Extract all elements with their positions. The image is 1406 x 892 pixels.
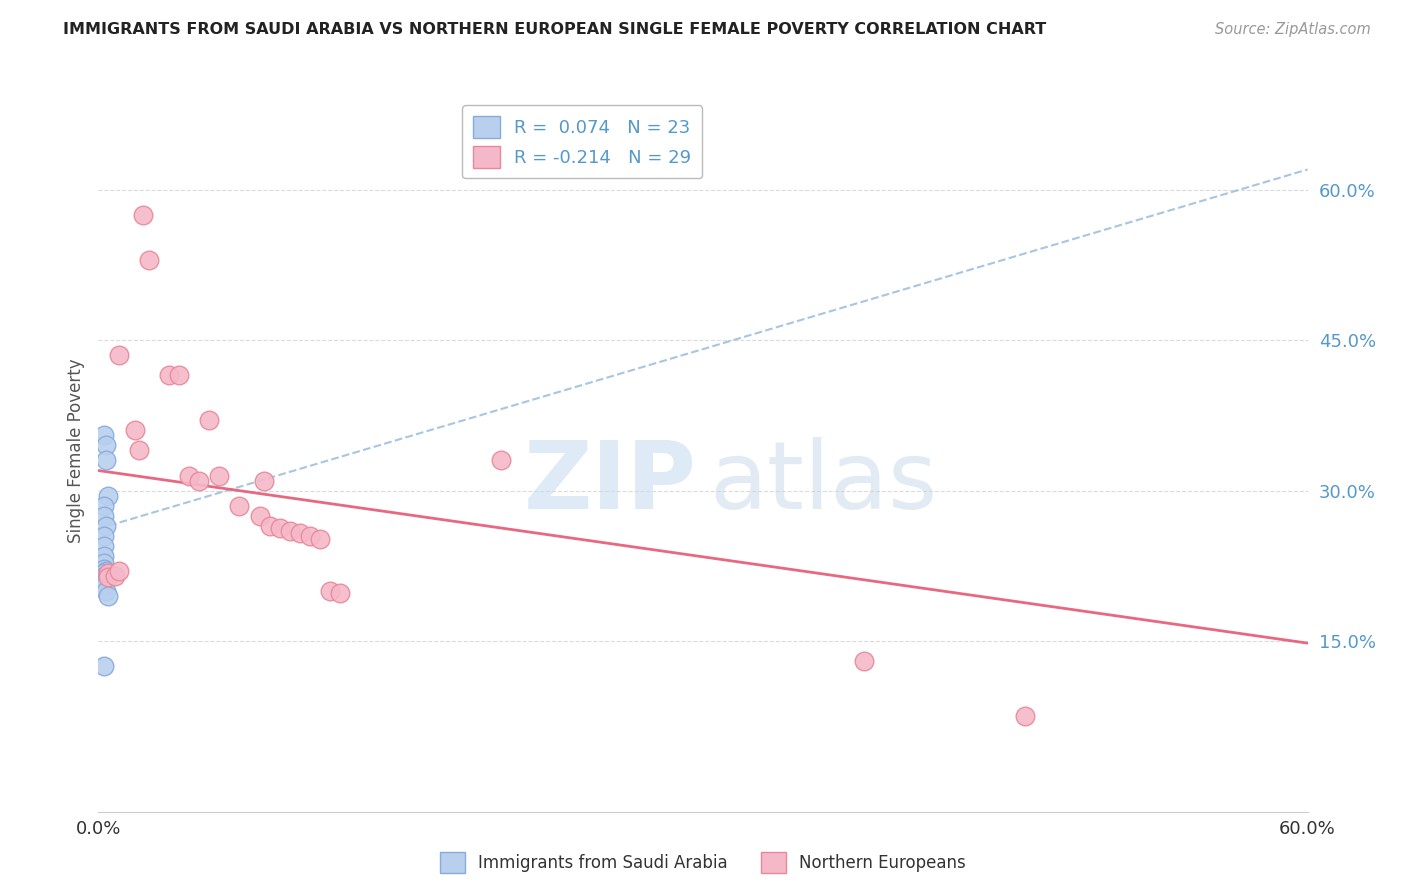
Text: Source: ZipAtlas.com: Source: ZipAtlas.com xyxy=(1215,22,1371,37)
Point xyxy=(288,525,311,540)
Point xyxy=(228,499,250,513)
Point xyxy=(93,580,115,594)
Point xyxy=(93,508,115,523)
Point xyxy=(329,586,352,600)
Point xyxy=(93,569,115,583)
Point xyxy=(96,453,118,467)
Point xyxy=(107,348,129,362)
Point xyxy=(97,566,120,580)
Point xyxy=(309,532,332,546)
Legend: R =  0.074   N = 23, R = -0.214   N = 29: R = 0.074 N = 23, R = -0.214 N = 29 xyxy=(463,105,702,178)
Legend: Immigrants from Saudi Arabia, Northern Europeans: Immigrants from Saudi Arabia, Northern E… xyxy=(433,846,973,880)
Point xyxy=(96,518,118,533)
Point xyxy=(299,529,322,543)
Point xyxy=(132,208,155,222)
Text: ZIP: ZIP xyxy=(524,437,697,529)
Point xyxy=(269,521,291,535)
Point xyxy=(93,539,115,553)
Point xyxy=(93,571,115,585)
Text: atlas: atlas xyxy=(709,437,938,529)
Text: IMMIGRANTS FROM SAUDI ARABIA VS NORTHERN EUROPEAN SINGLE FEMALE POVERTY CORRELAT: IMMIGRANTS FROM SAUDI ARABIA VS NORTHERN… xyxy=(63,22,1046,37)
Point xyxy=(93,556,115,570)
Point xyxy=(167,368,190,383)
Point xyxy=(97,570,120,584)
Point xyxy=(128,443,150,458)
Point xyxy=(96,438,118,452)
Point xyxy=(93,659,115,673)
Point xyxy=(188,474,211,488)
Point xyxy=(93,428,115,442)
Point xyxy=(157,368,180,383)
Y-axis label: Single Female Poverty: Single Female Poverty xyxy=(66,359,84,542)
Point xyxy=(93,529,115,543)
Point xyxy=(124,424,146,438)
Point xyxy=(93,574,115,588)
Point xyxy=(259,518,281,533)
Point xyxy=(208,468,231,483)
Point xyxy=(93,499,115,513)
Point xyxy=(107,564,129,578)
Point xyxy=(253,474,276,488)
Point xyxy=(138,252,160,267)
Point xyxy=(319,583,342,598)
Point xyxy=(93,549,115,563)
Point xyxy=(97,489,120,503)
Point xyxy=(97,589,120,603)
Point xyxy=(96,583,118,598)
Point xyxy=(179,468,201,483)
Point xyxy=(853,654,876,668)
Point xyxy=(93,566,115,580)
Point xyxy=(249,508,271,523)
Point xyxy=(93,562,115,576)
Point xyxy=(1014,709,1036,723)
Point xyxy=(103,569,125,583)
Point xyxy=(96,564,118,578)
Point xyxy=(93,578,115,592)
Point xyxy=(278,524,301,538)
Point xyxy=(93,576,115,591)
Point xyxy=(198,413,221,427)
Point xyxy=(491,453,513,467)
